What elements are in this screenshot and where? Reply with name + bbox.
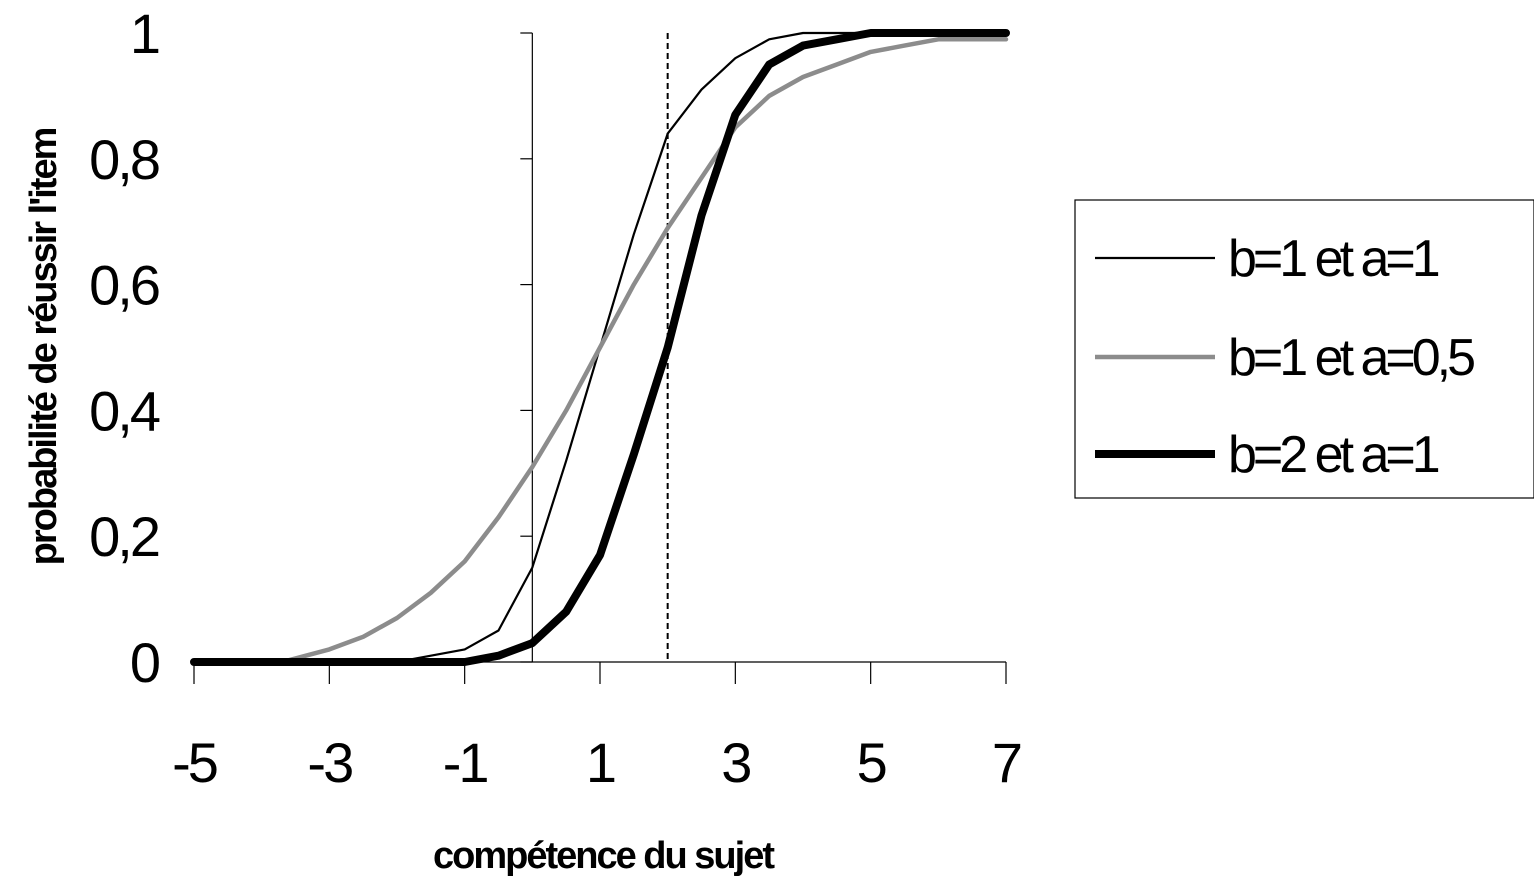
series-lines	[190, 29, 1010, 666]
legend-label-series-3: b=2 et a=1	[1228, 426, 1439, 484]
x-tick-label: 1	[586, 731, 615, 794]
y-tick-label: 0	[130, 631, 159, 694]
x-axis-title: compétence du sujet	[433, 835, 775, 877]
y-tick-label: 0,6	[89, 254, 159, 317]
y-tick-label: 0,8	[89, 128, 159, 191]
x-tick-label: -1	[443, 731, 488, 794]
x-tick-label: -5	[172, 731, 217, 794]
y-axis-title: probabilité de réussir l'item	[23, 128, 65, 565]
y-tick-label: 1	[130, 2, 159, 65]
axes	[193, 32, 1007, 684]
legend-box	[1074, 199, 1534, 499]
series-line-2	[191, 37, 1009, 665]
legend: b=1 et a=1 b=1 et a=0,5 b=2 et a=1	[1074, 199, 1534, 499]
x-tick-label: 7	[992, 731, 1021, 794]
x-tick-label: 3	[721, 731, 750, 794]
legend-label-series-1: b=1 et a=1	[1228, 230, 1439, 288]
x-tick-label: 5	[857, 731, 886, 794]
y-tick-label: 0,4	[89, 379, 160, 442]
y-tick-label: 0,2	[89, 505, 159, 568]
series-line-3	[190, 29, 1010, 666]
tick-labels: -5 -3 -1 1 3 5 7 0 0,2 0,4 0,6 0,8 1	[89, 2, 1024, 794]
x-tick-label: -3	[307, 731, 352, 794]
legend-label-series-2: b=1 et a=0,5	[1228, 329, 1474, 387]
